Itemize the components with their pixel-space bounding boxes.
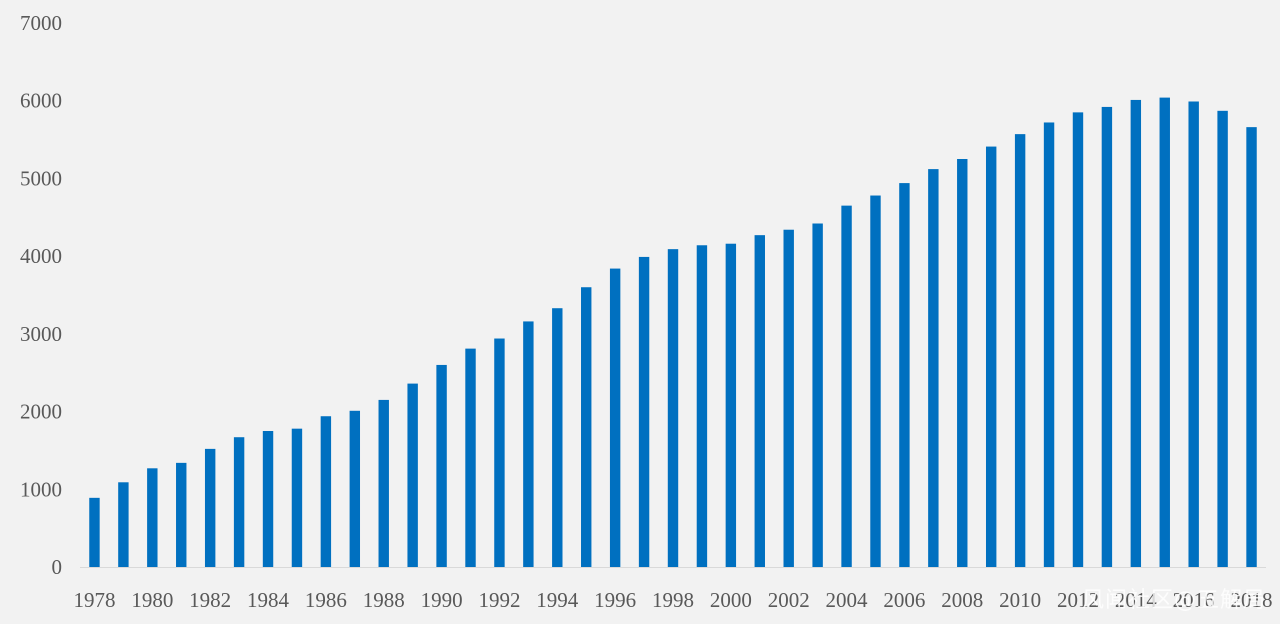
y-tick-label: 4000 (20, 244, 62, 268)
bars (89, 97, 1257, 568)
x-axis: 1978 1980 1982 1984 1986 1988 1990 1992 1994 1996… (73, 588, 1272, 612)
x-tick-label: 1986 (305, 588, 347, 612)
bar-1983 (233, 437, 245, 567)
y-tick-label: 2000 (20, 400, 62, 424)
bar-2007 (928, 169, 939, 568)
bar-1987 (349, 410, 361, 567)
x-tick-label: 1980 (131, 588, 173, 612)
bar-2010 (1014, 134, 1026, 568)
bar-2006 (899, 183, 910, 567)
x-tick-label: 2014 (1115, 588, 1158, 612)
bar-2013 (1101, 106, 1113, 567)
bar-2001 (754, 235, 765, 567)
bar-1999 (696, 245, 708, 567)
x-tick-label: 2006 (883, 588, 925, 612)
bar-2016 (1188, 101, 1199, 568)
x-tick-label: 1996 (594, 588, 636, 612)
bar-2005 (870, 195, 881, 568)
bar-1989 (407, 383, 418, 567)
x-tick-label: 2004 (826, 588, 869, 612)
x-tick-label: 2000 (710, 588, 752, 612)
y-axis: 0 1000 2000 3000 4000 5000 6000 7000 (20, 11, 62, 579)
x-tick-label: 2010 (999, 588, 1041, 612)
bar-2017 (1217, 110, 1228, 568)
bar-1992 (494, 338, 505, 567)
bar-2012 (1072, 112, 1084, 567)
bar-2018 (1246, 127, 1257, 567)
bar-2011 (1043, 122, 1055, 567)
bar-2009 (985, 146, 997, 567)
x-tick-label: 2016 (1173, 588, 1215, 612)
bar-1990 (436, 364, 447, 567)
x-tick-label: 1994 (536, 588, 579, 612)
bar-2004 (841, 205, 852, 567)
bar-2003 (812, 223, 823, 567)
x-tick-label: 1978 (73, 588, 115, 612)
y-tick-label: 6000 (20, 89, 62, 113)
bar-1978 (89, 497, 100, 567)
x-tick-label: 2012 (1057, 588, 1099, 612)
x-tick-label: 2018 (1231, 588, 1273, 612)
bar-1994 (552, 308, 563, 567)
x-tick-label: 1992 (478, 588, 520, 612)
x-tick-label: 1984 (247, 588, 290, 612)
bar-1984 (262, 431, 274, 567)
x-tick-label: 1982 (189, 588, 231, 612)
bar-1985 (291, 428, 303, 567)
bar-1998 (667, 249, 679, 568)
bar-1981 (176, 462, 187, 567)
bar-1982 (204, 448, 216, 567)
x-tick-label: 2002 (768, 588, 810, 612)
y-tick-label: 7000 (20, 11, 62, 35)
y-tick-label: 1000 (20, 477, 62, 501)
bar-1980 (147, 468, 158, 567)
y-tick-label: 0 (52, 555, 63, 579)
bar-1979 (118, 482, 129, 567)
bar-2000 (725, 243, 737, 568)
bar-2015 (1159, 97, 1170, 567)
bar-1991 (465, 348, 476, 567)
x-tick-label: 2008 (941, 588, 983, 612)
watermark: 风闻社区@五解局 (1081, 588, 1266, 613)
bar-2008 (957, 159, 968, 567)
bar-1986 (320, 416, 332, 567)
bar-1996 (609, 268, 621, 567)
bar-2014 (1130, 99, 1142, 568)
x-tick-label: 1998 (652, 588, 694, 612)
x-tick-label: 1988 (363, 588, 405, 612)
x-tick-label: 1990 (421, 588, 463, 612)
bar-1988 (378, 399, 389, 567)
bar-1995 (581, 287, 592, 567)
bar-1997 (638, 256, 650, 567)
y-tick-label: 5000 (20, 166, 62, 190)
bar-1993 (523, 321, 534, 567)
bar-2002 (783, 229, 794, 567)
y-tick-label: 3000 (20, 322, 62, 346)
